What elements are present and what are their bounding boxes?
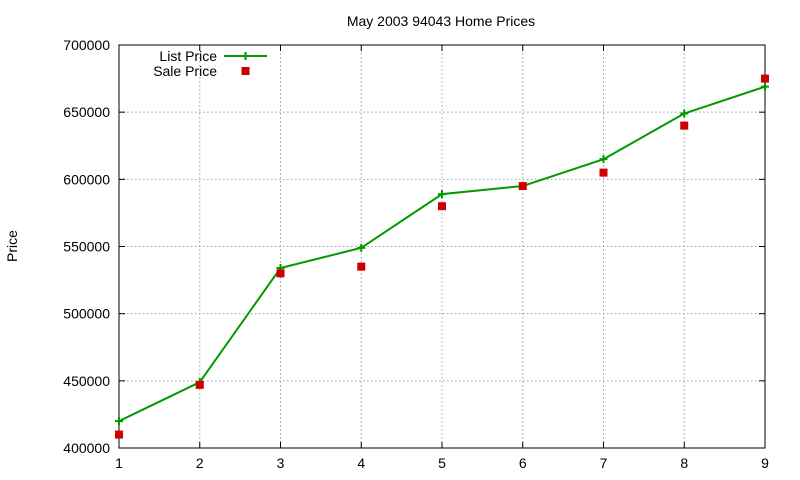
sale-price-point (518, 182, 527, 191)
x-tick-label: 4 (357, 455, 365, 471)
y-tick-label: 700000 (63, 37, 110, 53)
sale-price-point (195, 380, 204, 389)
chart-title: May 2003 94043 Home Prices (347, 13, 535, 29)
list-price-point (438, 190, 446, 199)
series-layer (115, 74, 769, 439)
sale-price-point (357, 262, 366, 271)
sale-price-point (276, 269, 285, 278)
list-price-point (357, 243, 366, 252)
sale-price-point (438, 202, 446, 211)
legend-marker-list-price (241, 52, 250, 60)
x-tick-label: 8 (680, 455, 688, 471)
x-tick-label: 1 (115, 455, 123, 471)
list-price-point (599, 155, 608, 164)
grid-lines (119, 45, 765, 448)
x-axis-tick-labels: 1 2 3 4 5 6 7 8 9 (115, 455, 769, 471)
legend-marker-sale-price (241, 67, 250, 75)
y-axis-tick-labels: 400000 450000 500000 550000 600000 650000 7000… (63, 37, 110, 456)
axis-ticks (118, 44, 766, 449)
legend-swatch-sale-price (241, 67, 250, 75)
list-price-point (761, 82, 769, 91)
list-price-point (680, 109, 689, 118)
sale-price-point (599, 168, 608, 177)
legend-label-sale-price: Sale Price (153, 63, 217, 79)
sale-price-point (115, 430, 123, 439)
x-tick-label: 3 (277, 455, 285, 471)
y-tick-label: 500000 (63, 306, 110, 322)
y-tick-label: 650000 (63, 104, 110, 120)
x-tick-label: 6 (519, 455, 527, 471)
legend-label-list-price: List Price (159, 48, 217, 64)
sale-price-point (680, 121, 689, 130)
legend-swatch-list-price (224, 52, 267, 60)
x-tick-label: 2 (196, 455, 204, 471)
y-axis-label: Price (4, 230, 20, 262)
y-tick-label: 600000 (63, 171, 110, 187)
sale-price-point (761, 74, 769, 83)
x-tick-label: 9 (761, 455, 769, 471)
list-price-point (115, 417, 123, 426)
legend: List Price Sale Price (153, 48, 267, 79)
x-tick-label: 7 (600, 455, 608, 471)
y-tick-label: 450000 (63, 373, 110, 389)
x-tick-label: 5 (438, 455, 446, 471)
y-tick-label: 400000 (63, 440, 110, 456)
y-tick-label: 550000 (63, 239, 110, 255)
